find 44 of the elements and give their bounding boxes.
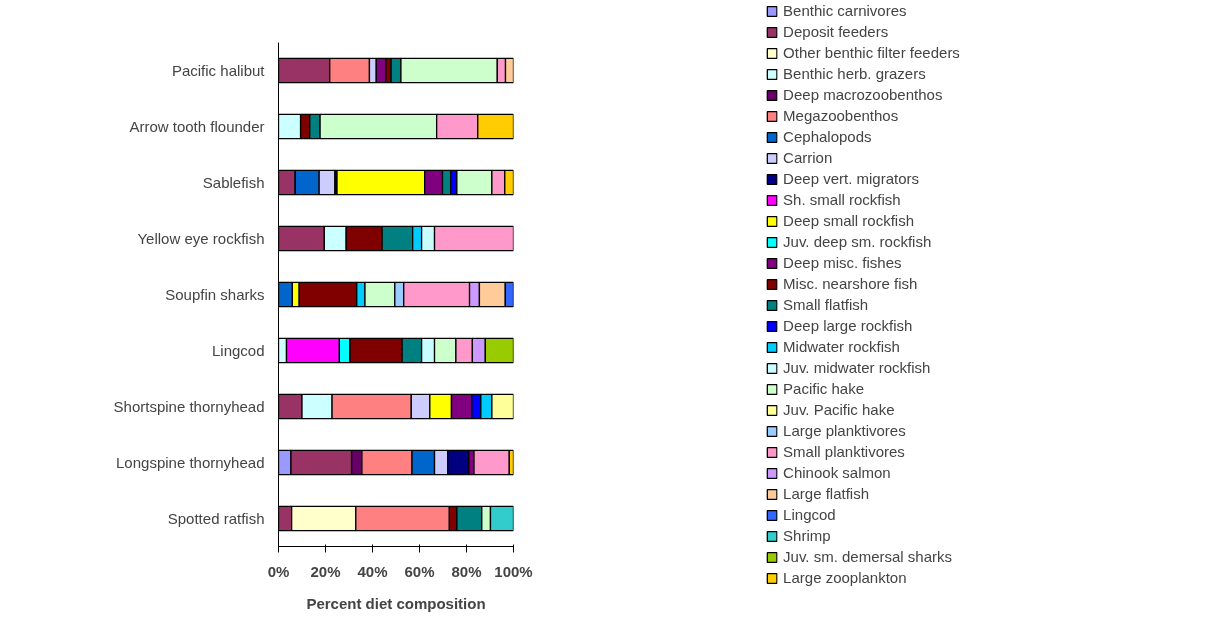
legend-label: Sh. small rockfish — [783, 190, 901, 209]
legend-label: Lingcod — [783, 505, 836, 524]
legend-label: Small flatfish — [783, 295, 869, 314]
legend-label: Deep vert. migrators — [783, 169, 920, 188]
x-tick-label: 60% — [404, 562, 435, 580]
x-axis-title: Percent diet composition — [306, 594, 486, 612]
y-tick-label: Soupfin sharks — [165, 286, 265, 303]
x-tick-label: 40% — [357, 562, 388, 580]
legend-label: Pacific hake — [783, 379, 864, 398]
legend-label: Large flatfish — [783, 484, 870, 503]
y-tick-label: Pacific halibut — [171, 62, 266, 79]
legend-label: Deep misc. fishes — [783, 253, 902, 272]
legend-label: Large planktivores — [783, 421, 906, 440]
legend-label: Juv. midwater rockfish — [783, 358, 931, 377]
legend-label: Deep macrozoobenthos — [783, 85, 943, 104]
legend-label: Chinook salmon — [783, 463, 891, 482]
legend-label: Small planktivores — [783, 442, 905, 461]
legend-label: Large zooplankton — [783, 568, 907, 587]
y-tick-label: Shortspine thornyhead — [113, 398, 265, 415]
legend-label: Other benthic filter feeders — [783, 43, 960, 62]
y-tick-label: Longspine thornyhead — [116, 454, 265, 471]
legend-label: Juv. sm. demersal sharks — [783, 547, 953, 566]
legend-label: Cephalopods — [783, 127, 872, 146]
legend-label: Juv. Pacific hake — [783, 400, 895, 419]
legend-label: Benthic carnivores — [783, 1, 907, 20]
x-tick-label: 20% — [310, 562, 341, 580]
legend-label: Misc. nearshore fish — [783, 274, 918, 293]
y-tick-label: Sablefish — [202, 174, 265, 191]
legend-label: Deposit feeders — [783, 22, 889, 41]
legend-label: Juv. deep sm. rockfish — [783, 232, 932, 251]
legend-label: Deep small rockfish — [783, 211, 915, 230]
legend-label: Carrion — [783, 148, 833, 167]
x-tick-label: 0% — [267, 562, 290, 580]
legend-label: Deep large rockfish — [783, 316, 913, 335]
x-tick-label: 80% — [451, 562, 482, 580]
legend-label: Midwater rockfish — [783, 337, 900, 356]
legend-label: Shrimp — [783, 526, 831, 545]
y-tick-label: Lingcod — [211, 342, 265, 359]
legend-label: Megazoobenthos — [783, 106, 899, 125]
legend-label: Benthic herb. grazers — [783, 64, 926, 83]
y-tick-label: Yellow eye rockfish — [137, 230, 265, 247]
y-tick-label: Spotted ratfish — [167, 510, 265, 527]
y-tick-label: Arrow tooth flounder — [129, 118, 265, 135]
x-tick-label: 100% — [494, 562, 533, 580]
